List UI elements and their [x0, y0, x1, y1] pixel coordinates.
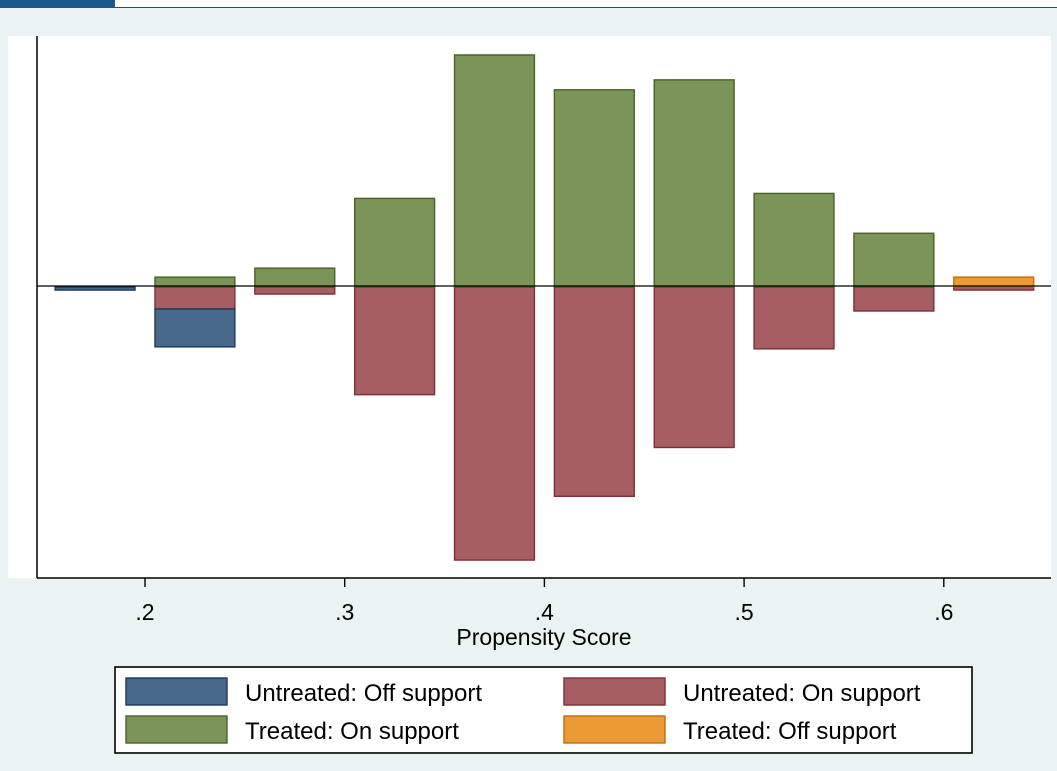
bar-untreated-on-support-bin-8 — [853, 286, 935, 312]
legend-label: Untreated: On support — [683, 680, 921, 707]
window-top-strip — [0, 0, 1057, 8]
bar-treated-on-support-bin-3 — [353, 197, 436, 288]
x-tick-label: .5 — [735, 599, 754, 625]
bar-untreated-on-support-bin-2 — [254, 286, 336, 295]
legend-swatch — [125, 677, 228, 706]
legend-label: Treated: On support — [245, 718, 459, 745]
x-axis-title: Propensity Score — [456, 624, 631, 650]
bar-treated-on-support-bin-2 — [254, 267, 336, 288]
bar-untreated-on-support-bin-3 — [353, 286, 436, 396]
x-tick-label: .3 — [335, 599, 354, 625]
bar-untreated-on-support-bin-1 — [154, 286, 236, 310]
bar-treated-on-support-bin-7 — [753, 192, 835, 288]
x-tick-label: .2 — [135, 599, 154, 625]
legend-items: Untreated: Off support Untreated: On supp… — [125, 677, 921, 745]
x-tick-label: .6 — [934, 599, 953, 625]
legend: Untreated: Off support Untreated: On supp… — [114, 666, 973, 754]
bar-treated-on-support-bin-6 — [653, 79, 735, 288]
legend-swatch — [563, 715, 666, 744]
bar-untreated-on-support-bin-4 — [453, 286, 536, 561]
bar-treated-on-support-bin-5 — [553, 89, 635, 288]
legend-swatch — [563, 677, 666, 706]
bar-untreated-off-support-bin-1 — [154, 308, 236, 348]
bar-treated-off-support-bin-9 — [953, 276, 1035, 288]
bar-untreated-on-support-bin-7 — [753, 286, 835, 350]
bar-untreated-on-support-bin-5 — [553, 286, 635, 498]
bar-treated-on-support-bin-4 — [453, 54, 536, 288]
bar-treated-on-support-bin-8 — [853, 232, 935, 288]
legend-label: Treated: Off support — [683, 718, 897, 745]
x-tick-label: .4 — [535, 599, 554, 625]
legend-label: Untreated: Off support — [245, 680, 482, 707]
bars-group — [54, 54, 1035, 561]
bar-untreated-off-support-bin-0 — [54, 286, 136, 291]
bar-untreated-on-support-bin-6 — [653, 286, 735, 449]
legend-swatch — [125, 715, 228, 744]
bar-treated-on-support-bin-1 — [154, 276, 236, 288]
legend-box — [114, 666, 973, 754]
window-tab — [0, 0, 115, 8]
x-ticks-group: .2 .3 .4 .5 .6 — [135, 578, 953, 625]
